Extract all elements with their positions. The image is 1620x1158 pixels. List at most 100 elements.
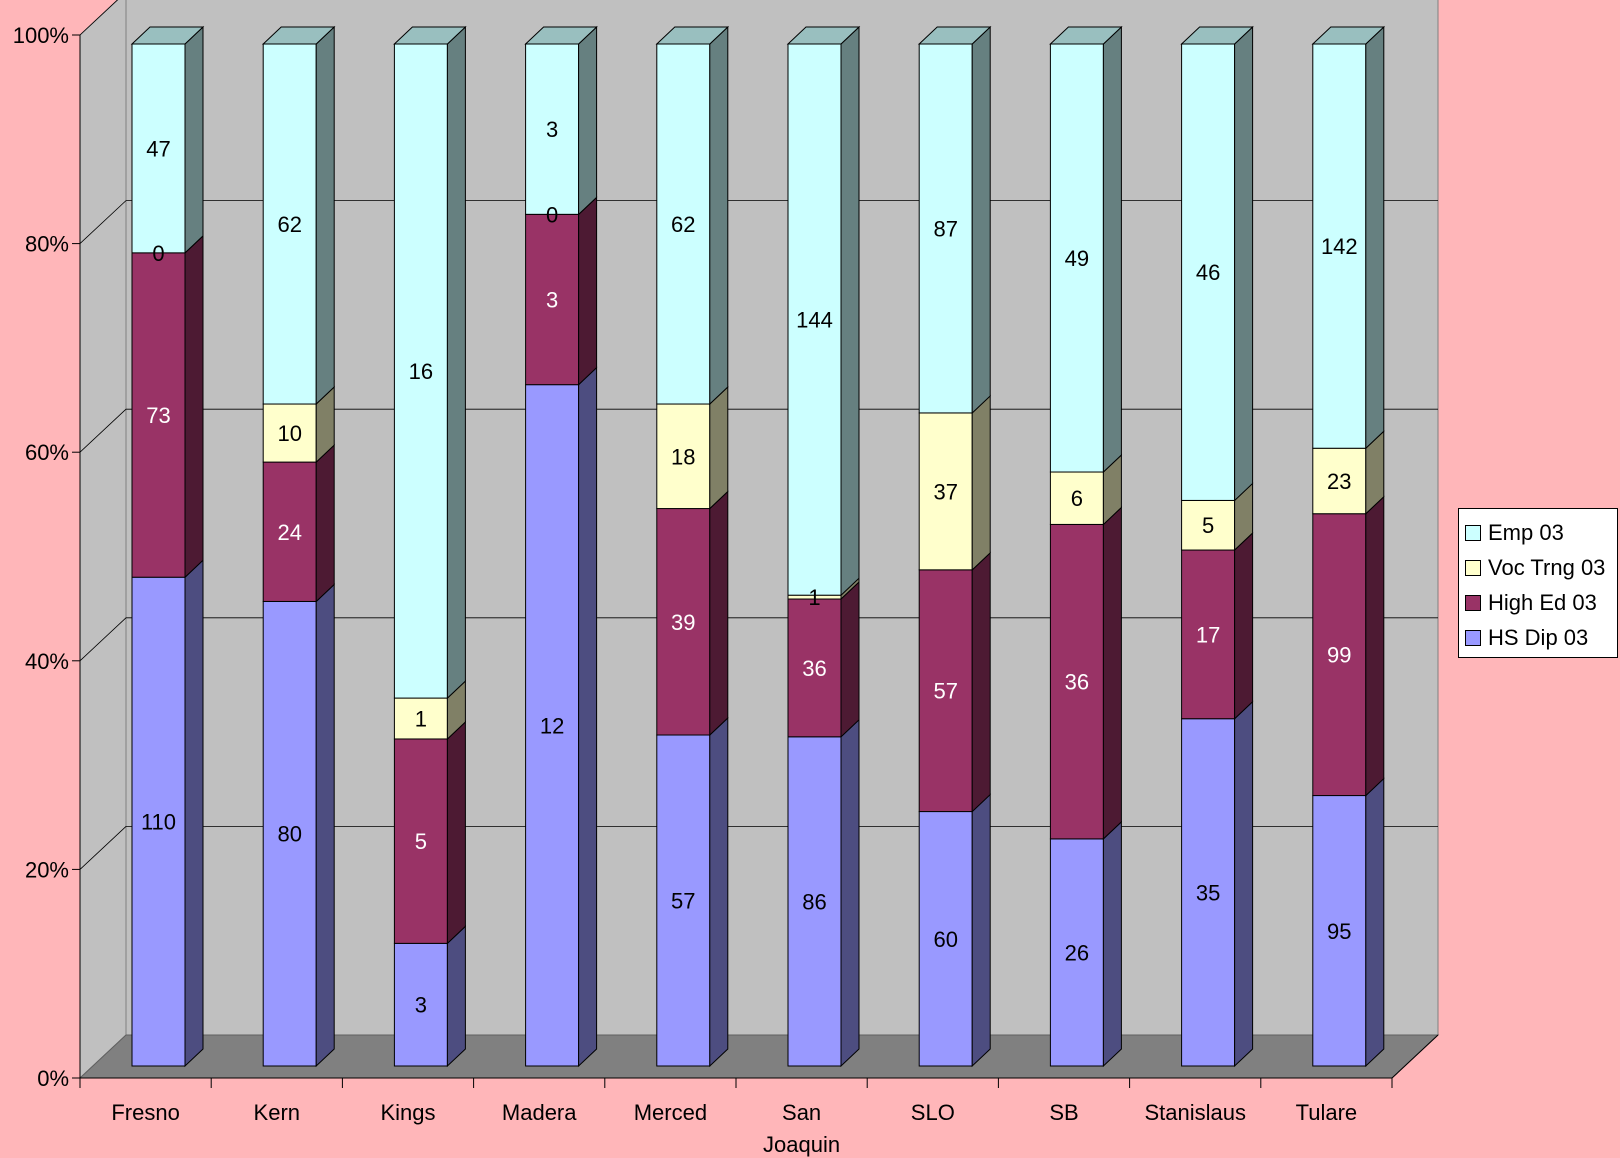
bar-segment-side bbox=[1102, 820, 1122, 1068]
bar-segment bbox=[656, 43, 711, 405]
bar-segment-side bbox=[1102, 25, 1122, 474]
y-tick-label: 0% bbox=[37, 1066, 69, 1091]
bar-segment bbox=[262, 461, 317, 602]
bar-top bbox=[917, 26, 992, 45]
bar-segment-side bbox=[578, 196, 598, 386]
data-label: 36 bbox=[1065, 670, 1089, 695]
bar-segment-side bbox=[1234, 531, 1254, 720]
legend-swatch bbox=[1465, 559, 1481, 576]
bar-segment-side bbox=[709, 25, 729, 406]
bar-segment-side bbox=[709, 716, 729, 1068]
bar-segment-side bbox=[315, 443, 335, 603]
legend: Emp 03 Voc Trng 03 High Ed 03 HS Dip 03 bbox=[1458, 508, 1618, 658]
category-label: Fresno bbox=[111, 1100, 179, 1125]
bar-segment bbox=[131, 43, 186, 254]
bar-segment bbox=[656, 734, 711, 1067]
bar-segment-side bbox=[971, 394, 991, 572]
data-label: 1 bbox=[808, 585, 820, 610]
data-label: 49 bbox=[1065, 246, 1089, 271]
y-tick-label: 80% bbox=[25, 232, 69, 257]
data-label: 60 bbox=[933, 927, 957, 952]
bar-segment bbox=[787, 43, 842, 596]
category-label: Stanislaus bbox=[1144, 1100, 1246, 1125]
data-label: 26 bbox=[1065, 940, 1089, 965]
bar-segment bbox=[656, 403, 711, 510]
data-label: 18 bbox=[671, 444, 695, 469]
y-tick-label: 100% bbox=[13, 23, 69, 48]
legend-label: Emp 03 bbox=[1488, 519, 1564, 545]
data-label: 16 bbox=[409, 359, 433, 384]
category-label: San bbox=[782, 1100, 821, 1125]
legend-item: Emp 03 bbox=[1465, 515, 1617, 550]
legend-label: Voc Trng 03 bbox=[1488, 554, 1606, 580]
data-label: 80 bbox=[277, 822, 301, 847]
data-label: 35 bbox=[1196, 880, 1220, 905]
data-label: 36 bbox=[802, 656, 826, 681]
y-tick-label: 40% bbox=[25, 649, 69, 674]
category-label: Madera bbox=[502, 1100, 577, 1125]
data-label: 3 bbox=[415, 993, 427, 1018]
bar-segment-side bbox=[315, 25, 335, 406]
gridline bbox=[79, 617, 1438, 662]
category-label: Merced bbox=[634, 1100, 707, 1125]
bar-segment-side bbox=[184, 25, 204, 255]
bar-segment bbox=[131, 252, 186, 578]
legend-item: High Ed 03 bbox=[1465, 585, 1617, 620]
bar-segment bbox=[1049, 471, 1104, 525]
bar-segment-side bbox=[1365, 495, 1385, 797]
bar-segment-side bbox=[840, 580, 860, 738]
bar-segment bbox=[918, 569, 973, 813]
data-label: 46 bbox=[1196, 260, 1220, 285]
data-label: 47 bbox=[146, 136, 170, 161]
bar-segment bbox=[131, 576, 186, 1067]
data-label: 99 bbox=[1327, 643, 1351, 668]
x-axis-depth-line bbox=[1391, 1034, 1439, 1079]
bar-segment bbox=[787, 598, 842, 738]
bar-segment bbox=[1181, 43, 1236, 501]
bar-segment-side bbox=[578, 25, 598, 216]
bar-top bbox=[524, 26, 598, 45]
bar-top bbox=[1180, 26, 1254, 45]
bar-segment-side bbox=[446, 720, 466, 945]
gridline bbox=[79, 826, 1438, 870]
category-label: Joaquin bbox=[763, 1132, 840, 1157]
bar-top bbox=[786, 26, 861, 45]
bar-segment-side bbox=[840, 25, 860, 597]
legend-item: Voc Trng 03 bbox=[1465, 550, 1617, 585]
bar-segment-side bbox=[971, 25, 991, 415]
bar-segment bbox=[656, 508, 711, 736]
bar-top bbox=[655, 26, 730, 45]
data-label: 37 bbox=[933, 479, 957, 504]
plot-side-wall bbox=[79, 0, 127, 1080]
bar-segment bbox=[1312, 43, 1367, 449]
bar-top bbox=[261, 26, 336, 45]
bar-segment bbox=[262, 600, 317, 1067]
category-label: Kern bbox=[254, 1100, 300, 1125]
data-label: 5 bbox=[1202, 513, 1214, 538]
bar-segment bbox=[525, 213, 580, 386]
data-label: 24 bbox=[277, 520, 301, 545]
category-label: Kings bbox=[380, 1100, 435, 1125]
bar-segment bbox=[262, 403, 317, 463]
data-label: 17 bbox=[1196, 622, 1220, 647]
legend-item: HS Dip 03 bbox=[1465, 620, 1617, 655]
bar-segment-side bbox=[184, 559, 204, 1068]
bar-segment bbox=[393, 697, 448, 740]
bar-segment bbox=[1181, 718, 1236, 1067]
data-label: 5 bbox=[415, 829, 427, 854]
bar-segment bbox=[393, 43, 448, 699]
data-label: 3 bbox=[546, 288, 558, 313]
bar-segment-side bbox=[840, 718, 860, 1068]
data-label: 62 bbox=[671, 212, 695, 237]
bar-segment-side bbox=[1234, 700, 1254, 1068]
bar-segment-side bbox=[446, 25, 466, 700]
bar-top bbox=[1311, 26, 1386, 45]
bar-segment bbox=[1312, 795, 1367, 1067]
bar-top bbox=[1049, 26, 1123, 45]
bar-segment-side bbox=[709, 385, 729, 510]
data-label: 73 bbox=[146, 403, 170, 428]
data-label: 95 bbox=[1327, 919, 1351, 944]
gridline bbox=[79, 408, 1438, 453]
